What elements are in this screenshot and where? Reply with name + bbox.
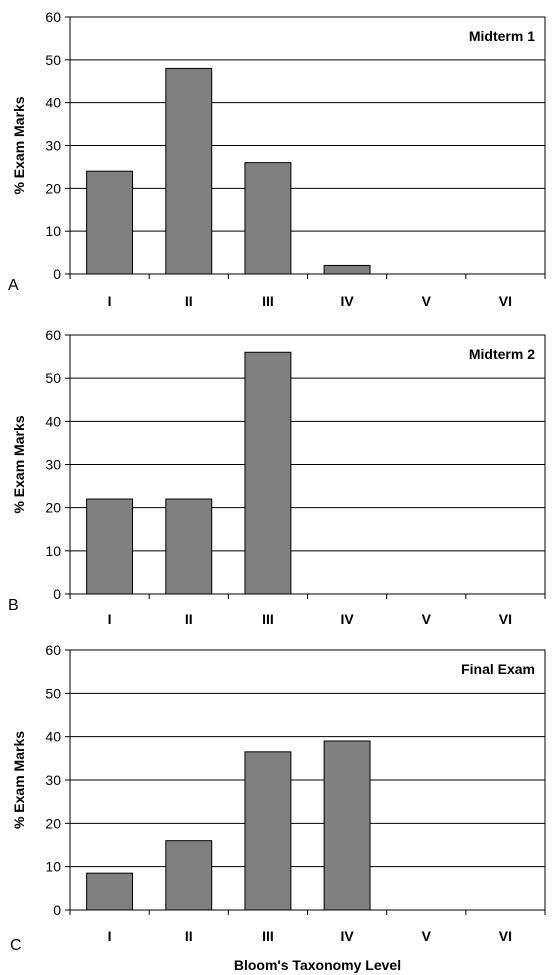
y-tick-label: 20 (45, 500, 61, 516)
y-axis-title: % Exam Marks (11, 415, 27, 513)
x-category-label: I (108, 293, 112, 309)
y-tick-label: 50 (45, 370, 61, 386)
x-axis-title: Bloom's Taxonomy Level (234, 957, 401, 973)
x-category-label: VI (499, 293, 512, 309)
y-tick-label: 30 (45, 772, 61, 788)
x-category-label: II (185, 928, 193, 944)
bar-iv (323, 740, 371, 911)
x-category-label: II (185, 293, 193, 309)
panel-letter: A (8, 277, 19, 294)
x-category-label: IV (340, 928, 354, 944)
y-tick-label: 60 (45, 642, 61, 658)
chart-title: Midterm 2 (469, 346, 535, 362)
bar-iii (244, 351, 292, 595)
chart-title: Final Exam (461, 661, 535, 677)
x-category-label: I (108, 611, 112, 627)
y-tick-label: 60 (45, 327, 61, 343)
x-category-label: V (422, 611, 432, 627)
y-tick-label: 20 (45, 180, 61, 196)
x-category-label: IV (340, 611, 354, 627)
x-category-label: II (185, 611, 193, 627)
bar-i (86, 498, 134, 595)
y-tick-label: 10 (45, 223, 61, 239)
panel-letter: C (10, 937, 22, 954)
y-tick-label: 10 (45, 543, 61, 559)
bar-ii (165, 840, 213, 911)
y-tick-label: 40 (45, 95, 61, 111)
chart-title: Midterm 1 (469, 28, 535, 44)
x-category-label: V (422, 928, 432, 944)
bar-ii (165, 67, 213, 275)
y-tick-label: 10 (45, 859, 61, 875)
y-tick-label: 30 (45, 138, 61, 154)
y-tick-label: 20 (45, 815, 61, 831)
y-tick-label: 40 (45, 413, 61, 429)
y-axis-title: % Exam Marks (11, 96, 27, 194)
x-category-label: III (262, 928, 274, 944)
x-category-label: IV (340, 293, 354, 309)
y-tick-label: 30 (45, 457, 61, 473)
bar-iii (244, 751, 292, 911)
y-tick-label: 50 (45, 685, 61, 701)
x-category-label: VI (499, 928, 512, 944)
y-axis-title: % Exam Marks (11, 731, 27, 829)
x-category-label: III (262, 611, 274, 627)
y-tick-label: 0 (53, 902, 61, 918)
y-tick-label: 0 (53, 586, 61, 602)
y-tick-label: 0 (53, 266, 61, 282)
bar-iv (323, 264, 371, 275)
bar-iii (244, 162, 292, 275)
y-tick-label: 40 (45, 729, 61, 745)
x-category-label: VI (499, 611, 512, 627)
bar-i (86, 170, 134, 275)
x-category-label: V (422, 293, 432, 309)
x-category-label: III (262, 293, 274, 309)
x-category-label: I (108, 928, 112, 944)
bar-ii (165, 498, 213, 595)
bar-i (86, 872, 134, 911)
y-tick-label: 60 (45, 9, 61, 25)
panel-letter: B (8, 597, 19, 614)
y-tick-label: 50 (45, 52, 61, 68)
